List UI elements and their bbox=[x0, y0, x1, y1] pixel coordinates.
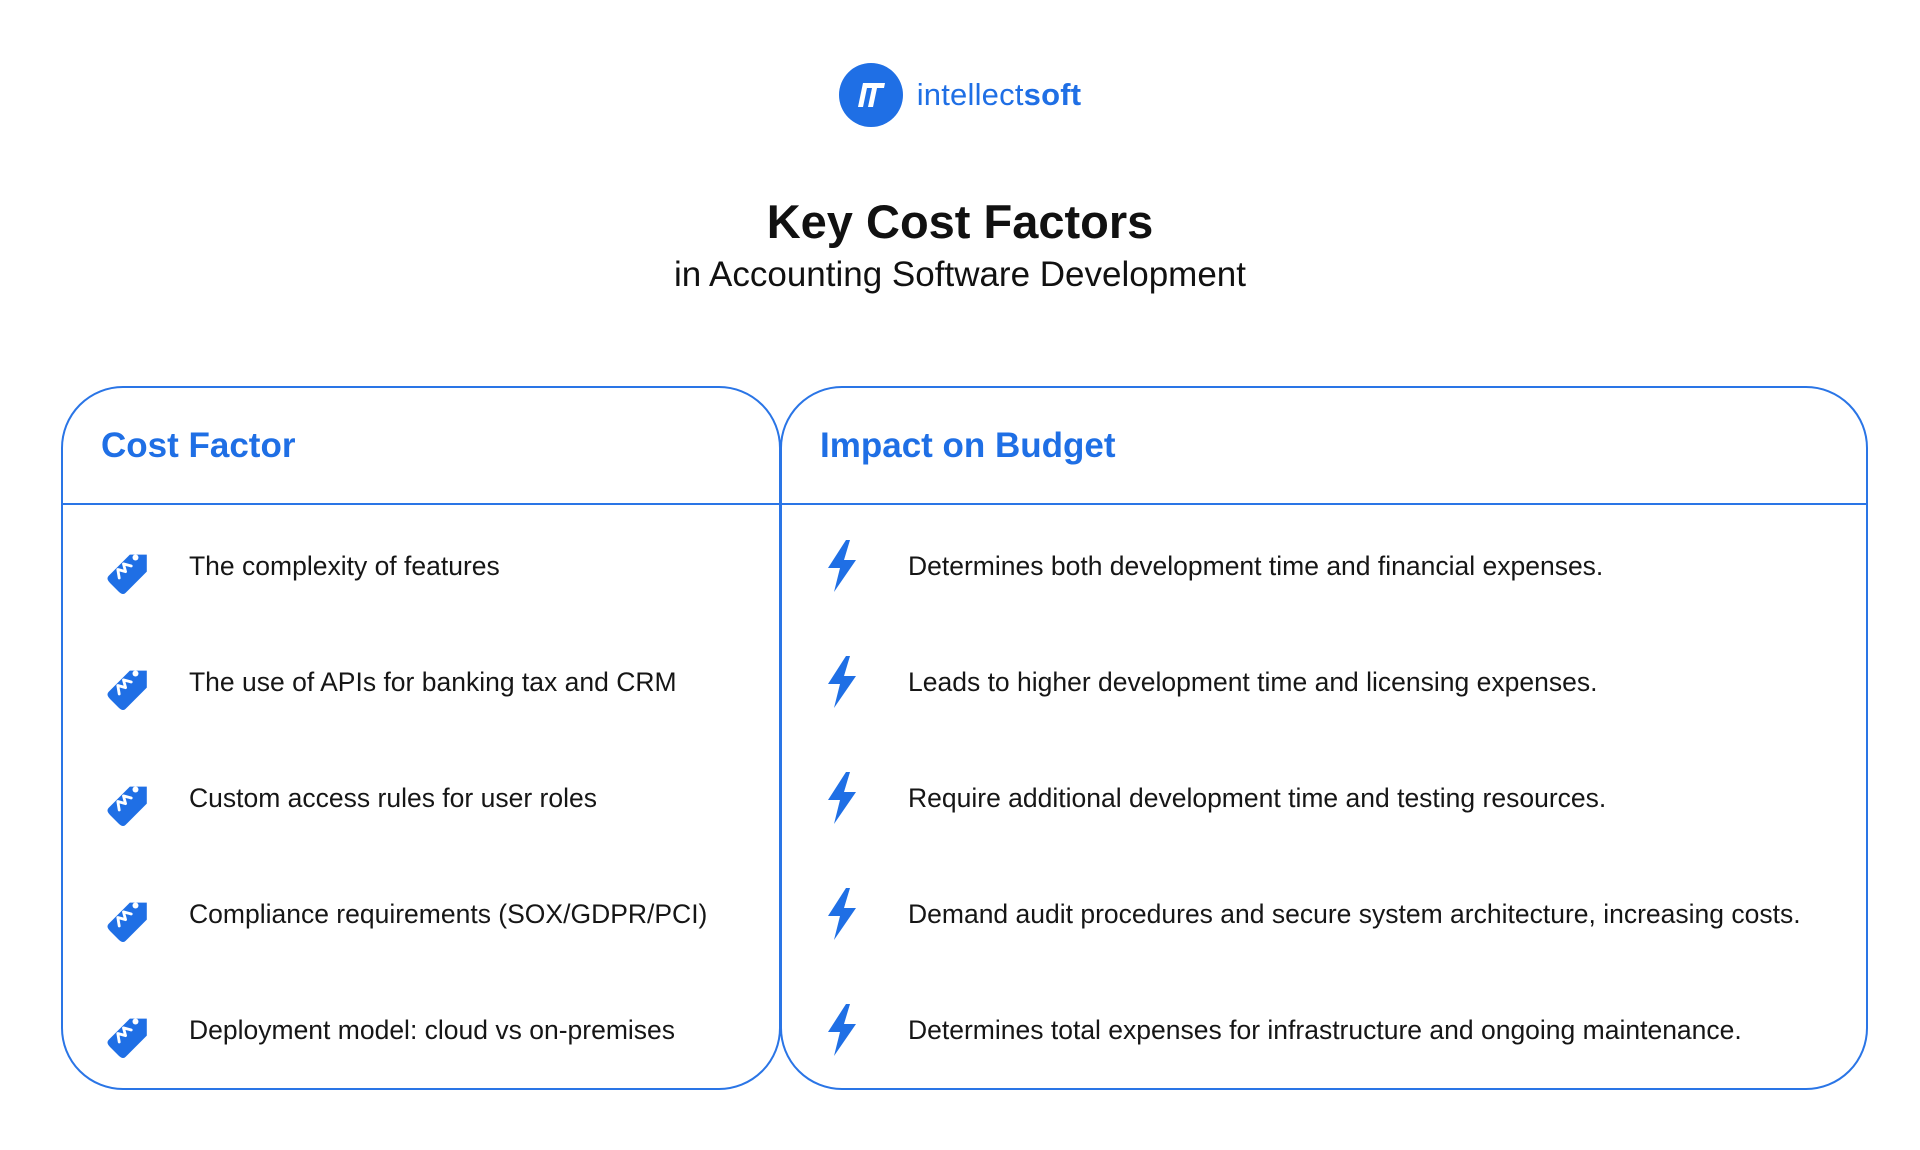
cost-factor-text: The use of APIs for banking tax and CRM bbox=[189, 666, 677, 697]
impact-row: Leads to higher development time and lic… bbox=[782, 652, 1597, 712]
impact-row: Require additional development time and … bbox=[782, 768, 1606, 828]
cost-factor-text: Custom access rules for user roles bbox=[189, 782, 597, 813]
price-tag-icon bbox=[99, 1002, 155, 1058]
impact-row: Demand audit procedures and secure syste… bbox=[782, 884, 1801, 944]
intellectsoft-logo-icon bbox=[838, 63, 903, 127]
cost-factor-row: Custom access rules for user roles bbox=[63, 768, 597, 828]
impact-on-budget-header: Impact on Budget bbox=[782, 388, 1866, 505]
cost-factor-text: Deployment model: cloud vs on-premises bbox=[189, 1014, 676, 1045]
price-tag-icon bbox=[99, 770, 155, 826]
impact-text: Determines total expenses for infrastruc… bbox=[908, 1014, 1742, 1045]
cost-factor-text: Compliance requirements (SOX/GDPR/PCI) bbox=[189, 898, 708, 929]
brand-name: intellectsoft bbox=[917, 77, 1082, 113]
brand-name-light: intellect bbox=[916, 77, 1024, 112]
impact-text: Demand audit procedures and secure syste… bbox=[908, 898, 1801, 929]
impact-text: Leads to higher development time and lic… bbox=[908, 666, 1598, 697]
lightning-icon bbox=[820, 770, 864, 826]
cost-factor-row: Compliance requirements (SOX/GDPR/PCI) bbox=[63, 884, 707, 944]
price-tag-icon bbox=[99, 886, 155, 942]
lightning-icon bbox=[820, 1002, 864, 1058]
impact-text: Require additional development time and … bbox=[908, 782, 1607, 813]
impact-text: Determines both development time and fin… bbox=[908, 550, 1604, 581]
impact-row: Determines total expenses for infrastruc… bbox=[782, 1000, 1742, 1060]
lightning-icon bbox=[820, 538, 864, 594]
cost-factor-column: Cost Factor The complexity of features T… bbox=[61, 386, 781, 1090]
cost-factor-row: The complexity of features bbox=[63, 536, 500, 596]
brand-name-bold: soft bbox=[1023, 77, 1082, 112]
impact-row: Determines both development time and fin… bbox=[782, 536, 1603, 596]
lightning-icon bbox=[820, 654, 864, 710]
cost-factor-row: The use of APIs for banking tax and CRM bbox=[63, 652, 677, 712]
impact-on-budget-column: Impact on Budget Determines both develop… bbox=[780, 386, 1868, 1090]
cost-factor-header: Cost Factor bbox=[63, 388, 779, 505]
price-tag-icon bbox=[99, 654, 155, 710]
cost-factor-row: Deployment model: cloud vs on-premises bbox=[63, 1000, 675, 1060]
lightning-icon bbox=[820, 886, 864, 942]
price-tag-icon bbox=[99, 538, 155, 594]
cost-factor-text: The complexity of features bbox=[189, 550, 500, 581]
brand-logo: intellectsoft bbox=[0, 63, 1920, 127]
page-title: Key Cost Factors bbox=[766, 195, 1154, 248]
page-subtitle: in Accounting Software Development bbox=[674, 255, 1246, 294]
